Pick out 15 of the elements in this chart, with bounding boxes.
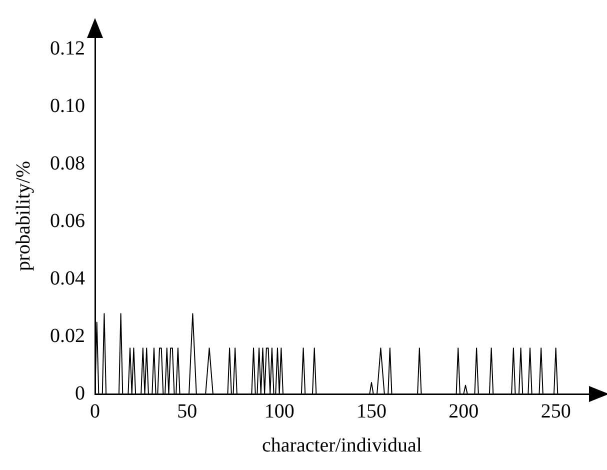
- y-tick-label: 0.02: [50, 324, 85, 347]
- x-tick-label: 250: [540, 400, 571, 422]
- x-tick-label: 100: [264, 400, 294, 422]
- x-tick-label: 200: [448, 400, 479, 422]
- x-axis-title: character/individual: [262, 434, 422, 456]
- x-tick-label: 50: [177, 400, 198, 422]
- y-tick-label: 0.06: [50, 210, 85, 232]
- x-tick-label: 150: [356, 400, 386, 422]
- y-axis-title: probability/%: [12, 161, 34, 271]
- x-tick-label: 0: [90, 400, 100, 422]
- y-tick-label: 0.10: [50, 95, 85, 118]
- y-tick-label: 0.12: [50, 38, 85, 60]
- y-tick-label: 0: [75, 382, 85, 404]
- y-tick-label: 0.08: [50, 152, 85, 175]
- y-tick-label: 0.04: [50, 267, 85, 290]
